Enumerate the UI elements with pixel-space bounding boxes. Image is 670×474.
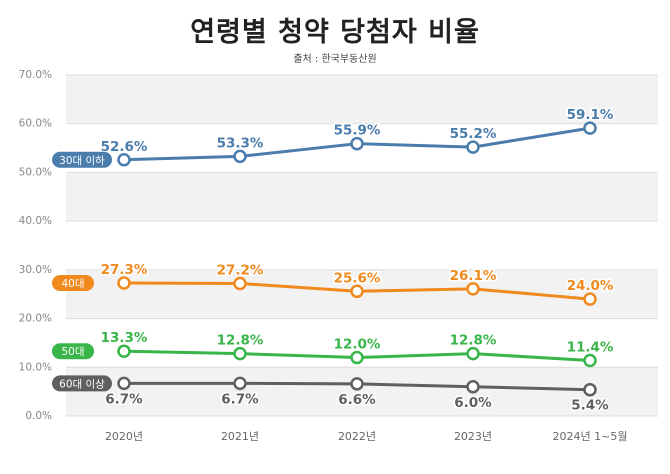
- data-point: [583, 292, 597, 306]
- data-label: 5.4%: [571, 398, 609, 414]
- data-point: [583, 382, 597, 397]
- y-tick-label: 50.0%: [19, 166, 52, 178]
- y-tick-label: 30.0%: [19, 264, 52, 276]
- data-point: [233, 149, 247, 164]
- data-point: [583, 353, 597, 368]
- data-point: [117, 376, 131, 391]
- data-label: 24.0%: [567, 278, 614, 294]
- data-label: 6.0%: [454, 395, 492, 411]
- series-label: 40대: [61, 278, 84, 290]
- data-label: 11.4%: [567, 339, 614, 355]
- data-point: [350, 377, 364, 391]
- y-tick-label: 70.0%: [19, 69, 52, 81]
- x-tick-label: 2021년: [221, 430, 259, 443]
- data-label: 12.0%: [334, 337, 381, 353]
- chart-source: 출처 : 한국부동산원: [293, 54, 377, 65]
- data-label: 53.3%: [217, 135, 264, 151]
- data-point: [466, 380, 480, 394]
- background-band-0: [66, 367, 658, 416]
- series-label: 50대: [61, 346, 84, 358]
- data-label: 26.1%: [450, 268, 497, 284]
- data-label: 6.7%: [221, 391, 259, 407]
- chart-title: 연령별 청약 당첨자 비율: [190, 17, 480, 48]
- data-point: [466, 346, 480, 361]
- data-label: 52.6%: [101, 139, 148, 155]
- data-point: [233, 276, 247, 291]
- data-label: 55.2%: [450, 126, 497, 142]
- series-label-pill: [52, 151, 112, 168]
- data-point: [117, 344, 131, 358]
- data-point: [117, 153, 131, 167]
- background-band-6: [66, 75, 658, 124]
- y-tick-label: 60.0%: [19, 118, 52, 130]
- series-label-pill: [52, 375, 112, 392]
- y-tick-label: 10.0%: [19, 361, 52, 373]
- series-label: 30대 이하: [59, 154, 105, 167]
- data-point: [233, 346, 247, 361]
- y-tick-label: 0.0%: [25, 410, 52, 422]
- data-label: 6.7%: [105, 391, 143, 407]
- background-band-3: [66, 221, 658, 270]
- data-label: 27.3%: [101, 262, 148, 278]
- data-label: 12.8%: [217, 333, 264, 349]
- x-tick-label: 2022년: [338, 430, 376, 443]
- data-point: [466, 282, 480, 296]
- data-label: 55.9%: [334, 123, 381, 139]
- x-tick-label: 2020년: [105, 430, 143, 443]
- data-label: 25.6%: [334, 270, 381, 286]
- y-tick-label: 20.0%: [19, 313, 52, 325]
- data-point: [583, 121, 597, 135]
- x-tick-label: 2023년: [454, 430, 492, 443]
- series-label: 60대 이상: [59, 378, 105, 390]
- data-point: [466, 140, 480, 154]
- data-label: 27.2%: [217, 262, 264, 278]
- data-point: [117, 276, 131, 290]
- data-point: [233, 376, 247, 391]
- data-point: [350, 284, 364, 299]
- data-label: 6.6%: [338, 392, 376, 408]
- data-label: 59.1%: [567, 107, 614, 123]
- background-band-4: [66, 172, 658, 222]
- x-tick-label: 2024년 1~5월: [553, 430, 628, 443]
- data-label: 12.8%: [450, 333, 497, 349]
- series-label-pill: [52, 343, 94, 360]
- data-label: 13.3%: [101, 330, 148, 346]
- data-point: [350, 136, 364, 151]
- data-point: [350, 350, 364, 365]
- series-label-pill: [52, 275, 94, 292]
- y-tick-label: 40.0%: [19, 215, 52, 227]
